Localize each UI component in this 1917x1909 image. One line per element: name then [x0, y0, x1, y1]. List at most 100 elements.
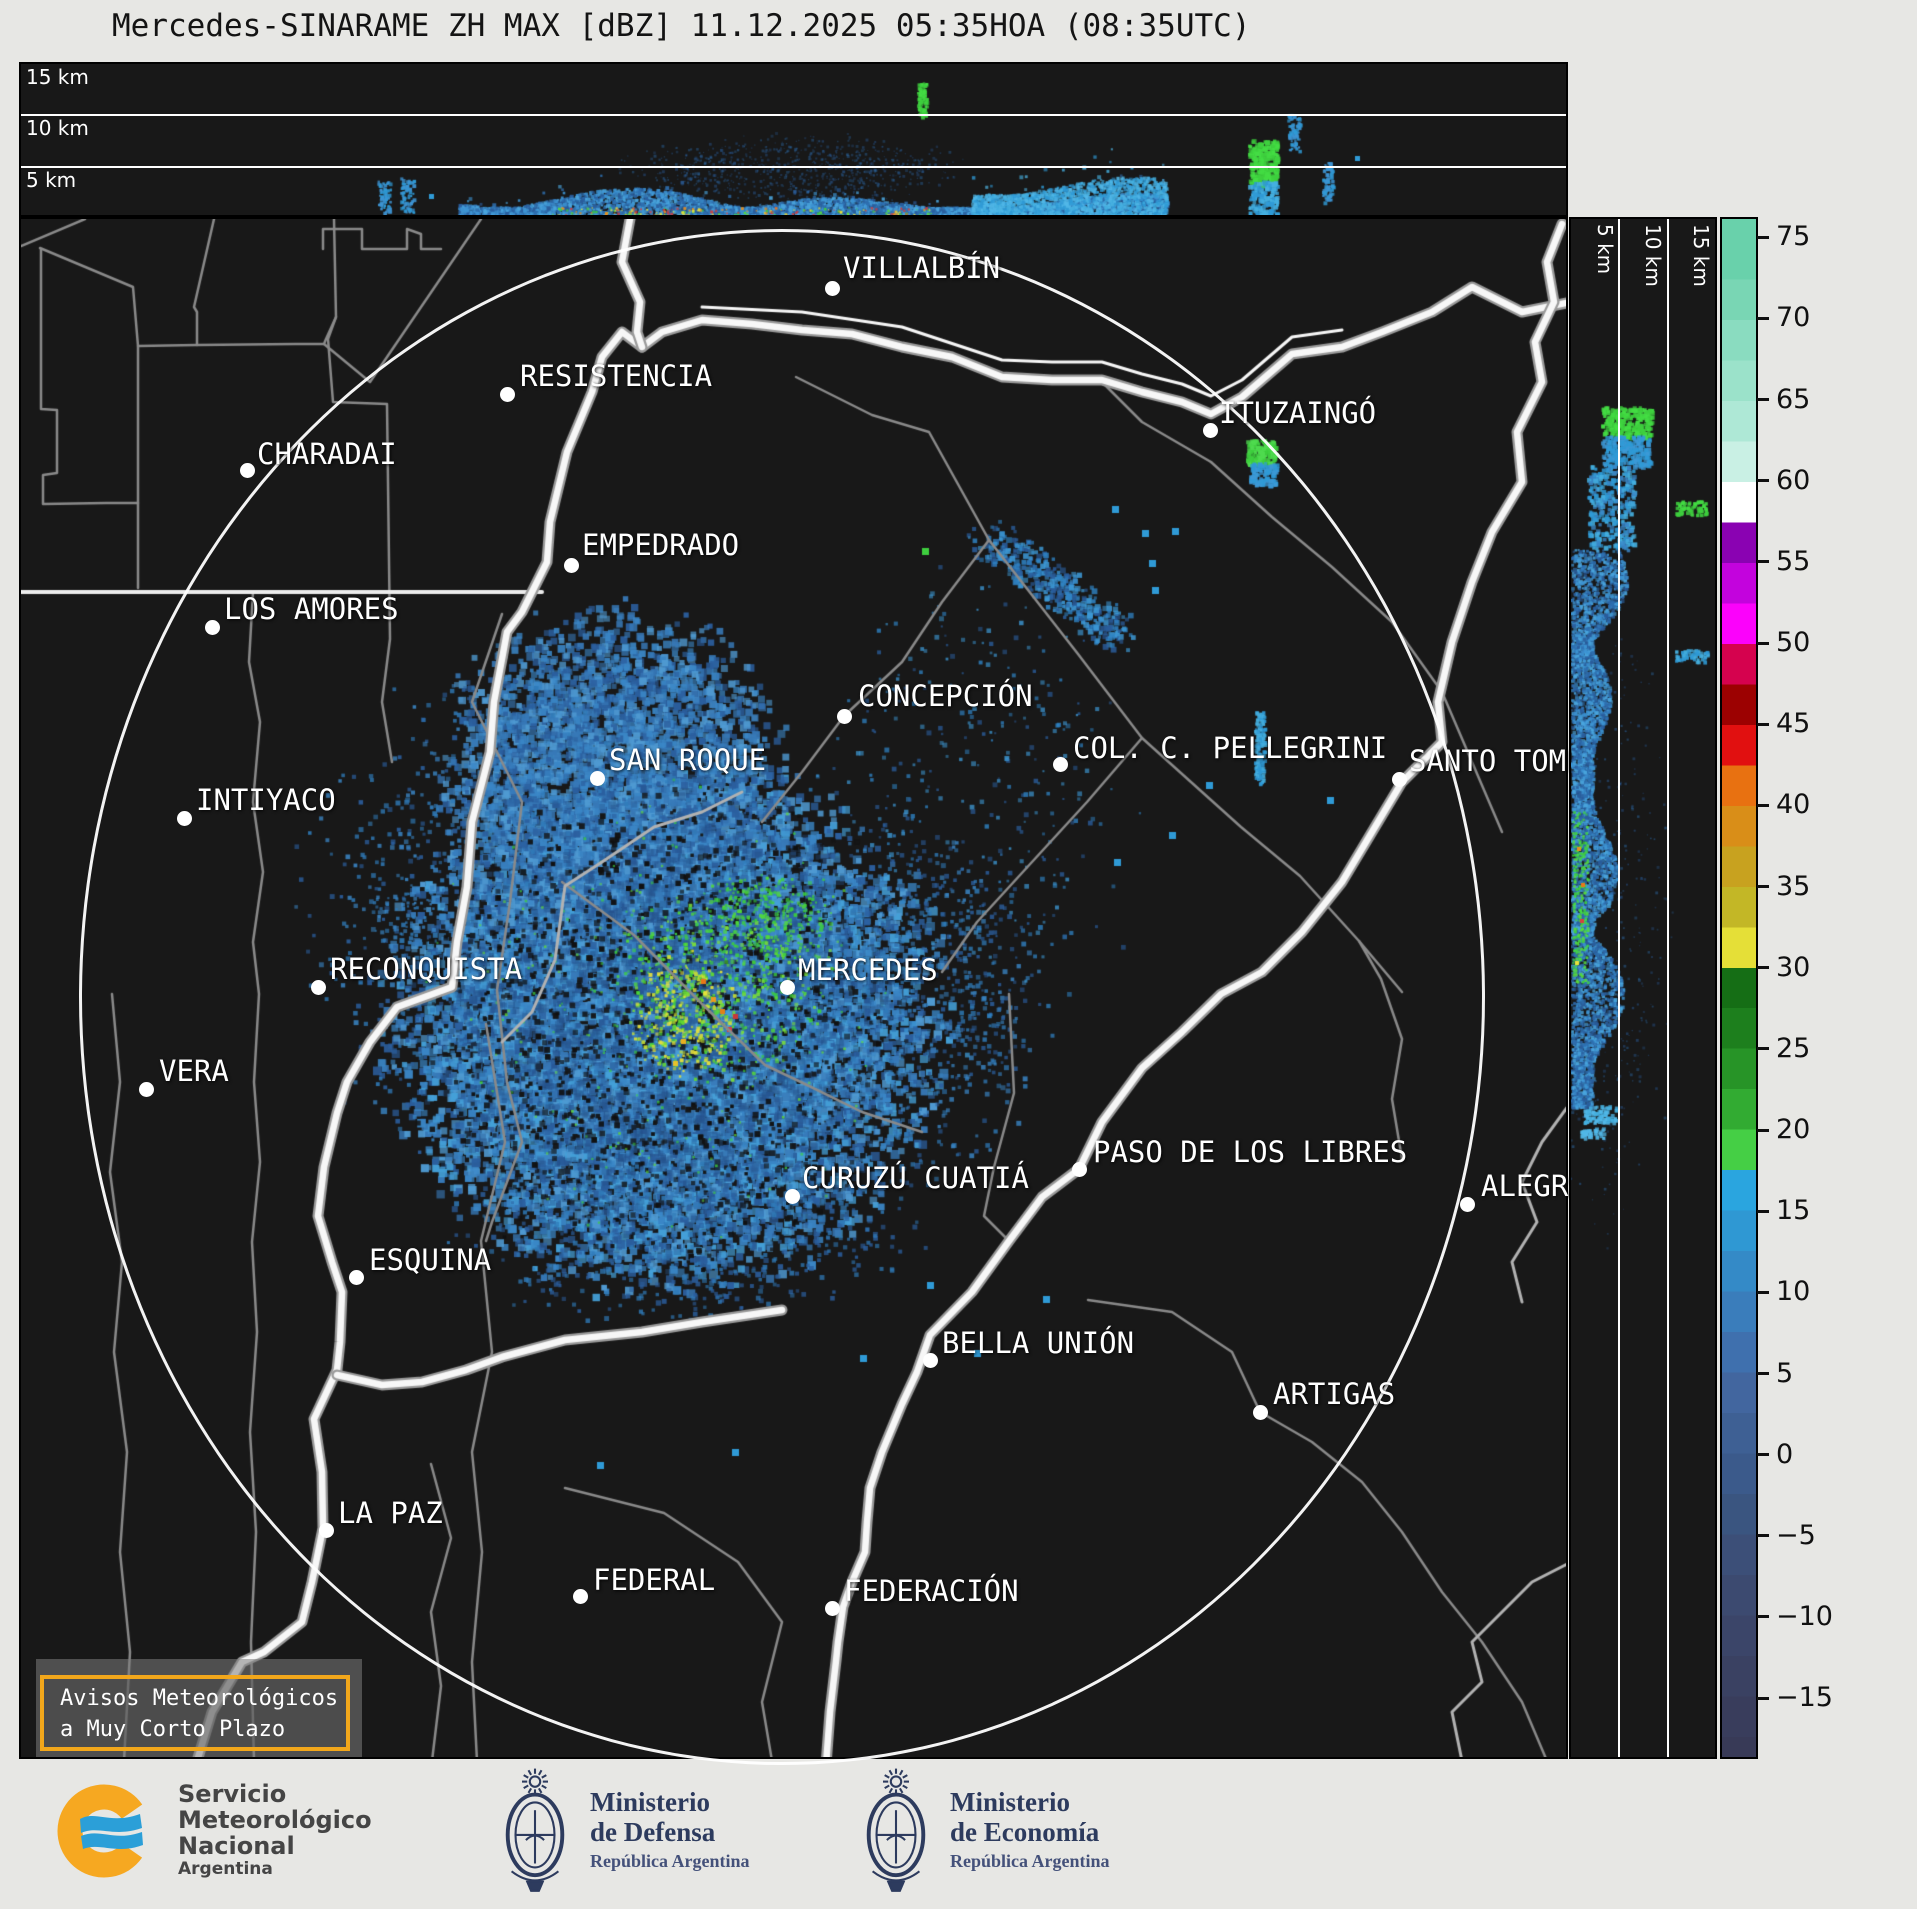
colorbar-tick-75 [1757, 235, 1769, 239]
page-title: Mercedes-SINARAME ZH MAX [dBZ] 11.12.202… [112, 8, 1251, 44]
colorbar-tick-15 [1757, 1209, 1769, 1213]
colorbar-label-20: 20 [1776, 1114, 1811, 1146]
smn-name: Servicio Meteorológico Nacional [178, 1781, 372, 1859]
city-dot-alegrete [1460, 1197, 1475, 1212]
city-label-empedrado: EMPEDRADO [582, 528, 740, 562]
colorbar-label-10: 10 [1776, 1276, 1811, 1308]
axis-label-15km: 15 km [26, 65, 89, 89]
colorbar-tick-65 [1757, 398, 1769, 402]
gridline-5km [21, 166, 1566, 168]
colorbar-tick-55 [1757, 560, 1769, 564]
axis-label-5km-v: 5 km [1593, 224, 1617, 275]
economia-line2: de Economía [950, 1817, 1100, 1847]
city-label-vera: VERA [159, 1054, 229, 1088]
city-dot-santo-tom- [1392, 772, 1407, 787]
city-dot-los-amores [205, 620, 220, 635]
city-dot-san-roque [590, 771, 605, 786]
smn-logo-icon [57, 1784, 151, 1878]
city-dot-la-paz [319, 1523, 334, 1538]
economia-coat-of-arms-icon [857, 1767, 935, 1899]
colorbar-label-35: 35 [1776, 870, 1811, 902]
colorbar-tick-30 [1757, 966, 1769, 970]
colorbar-label-70: 70 [1776, 302, 1811, 334]
city-label-mercedes: MERCEDES [798, 953, 938, 987]
city-label-col-c-pellegrini: COL. C. PELLEGRINI [1073, 731, 1388, 765]
colorbar-tick-50 [1757, 641, 1769, 645]
colorbar-label-75: 75 [1776, 221, 1811, 253]
economia-sub: República Argentina [950, 1851, 1110, 1871]
city-dot-federal [573, 1589, 588, 1604]
economia-line1: Ministerio [950, 1787, 1070, 1817]
side-profile-echo-canvas [1571, 219, 1715, 1757]
gridline-10km-v [1667, 219, 1669, 1757]
colorbar-label-25: 25 [1776, 1032, 1811, 1064]
colorbar-label-50: 50 [1776, 627, 1811, 659]
colorbar-label--10: −10 [1776, 1600, 1833, 1632]
city-label-santo-tom-: SANTO TOMÉ [1409, 744, 1584, 778]
colorbar-tick-35 [1757, 885, 1769, 889]
city-dot-villalb-n [825, 281, 840, 296]
defensa-line1: Ministerio [590, 1787, 710, 1817]
city-dot-esquina [349, 1270, 364, 1285]
gridline-5km-v [1618, 219, 1620, 1757]
city-label-charadai: CHARADAI [257, 437, 397, 471]
smn-name-line3: Nacional [178, 1832, 295, 1860]
city-dot-bella-uni-n [923, 1353, 938, 1368]
city-label-artigas: ARTIGAS [1273, 1377, 1396, 1411]
colorbar-tick-60 [1757, 479, 1769, 483]
axis-label-5km: 5 km [26, 168, 77, 192]
city-label-concepci-n: CONCEPCIÓN [858, 679, 1033, 713]
city-label-los-amores: LOS AMORES [224, 592, 399, 626]
city-label-resistencia: RESISTENCIA [520, 359, 713, 393]
city-dot-ituzaing- [1203, 423, 1218, 438]
city-dot-charadai [240, 463, 255, 478]
colorbar-tick-25 [1757, 1047, 1769, 1051]
city-label-reconquista: RECONQUISTA [330, 952, 523, 986]
colorbar-tick-45 [1757, 722, 1769, 726]
city-label-intiyaco: INTIYACO [196, 783, 336, 817]
colorbar-label-55: 55 [1776, 545, 1811, 577]
city-label-ituzaing-: ITUZAINGÓ [1219, 396, 1377, 430]
smn-country: Argentina [178, 1859, 273, 1879]
warning-line-2: a Muy Corto Plazo [60, 1717, 286, 1742]
city-dot-paso-de-los-libres [1072, 1162, 1087, 1177]
city-label-paso-de-los-libres: PASO DE LOS LIBRES [1093, 1135, 1408, 1169]
city-label-villalb-n: VILLALBÍN [843, 251, 1001, 285]
colorbar-label-0: 0 [1776, 1438, 1794, 1470]
top-height-profile-panel: 15 km 10 km 5 km [19, 62, 1568, 217]
colorbar-label-60: 60 [1776, 464, 1811, 496]
axis-label-15km-v: 15 km [1689, 224, 1713, 287]
colorbar-tick-0 [1757, 1453, 1769, 1457]
city-label-esquina: ESQUINA [369, 1243, 492, 1277]
colorbar-label-65: 65 [1776, 383, 1811, 415]
colorbar-tick-70 [1757, 316, 1769, 320]
top-profile-echo-canvas [21, 64, 1566, 215]
defensa-name: Ministerio de Defensa [590, 1787, 715, 1847]
city-dot-reconquista [311, 980, 326, 995]
city-label-curuz-cuati-: CURUZÚ CUATIÁ [802, 1161, 1029, 1195]
city-dot-resistencia [500, 387, 515, 402]
side-height-profile-panel: 5 km 10 km 15 km [1569, 217, 1717, 1759]
city-label-la-paz: LA PAZ [338, 1496, 443, 1530]
smn-logo [52, 1779, 162, 1887]
warning-box: Avisos Meteorológicos a Muy Corto Plazo [40, 1675, 350, 1751]
city-label-federaci-n: FEDERACIÓN [844, 1574, 1019, 1608]
colorbar-label-40: 40 [1776, 789, 1811, 821]
axis-label-10km: 10 km [26, 116, 89, 140]
colorbar-tick-5 [1757, 1372, 1769, 1375]
city-dot-artigas [1253, 1405, 1268, 1420]
city-dot-vera [139, 1082, 154, 1097]
smn-name-line2: Meteorológico [178, 1806, 372, 1834]
city-dot-mercedes [780, 980, 795, 995]
city-dot-col-c-pellegrini [1053, 757, 1068, 772]
colorbar-label--15: −15 [1776, 1682, 1833, 1714]
dbz-colorbar [1720, 217, 1758, 1759]
colorbar-label-30: 30 [1776, 951, 1811, 983]
city-dot-concepci-n [837, 709, 852, 724]
defensa-line2: de Defensa [590, 1817, 716, 1847]
radar-map-panel: VILLALBÍN RESISTENCIA CHARADAI EMPEDRADO LOS… [19, 217, 1621, 1765]
radar-range-ring [79, 229, 1485, 1765]
colorbar-tick-10 [1757, 1290, 1769, 1294]
city-label-san-roque: SAN ROQUE [609, 743, 767, 777]
defensa-sub: República Argentina [590, 1851, 750, 1871]
